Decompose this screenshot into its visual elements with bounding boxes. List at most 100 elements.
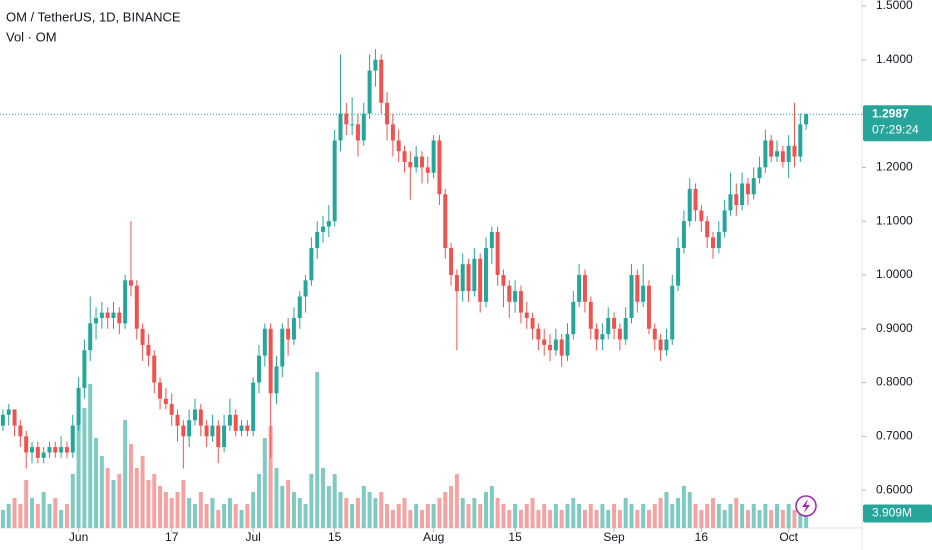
- volume-bar: [0, 510, 5, 528]
- volume-bar: [693, 504, 698, 528]
- volume-bar: [390, 510, 395, 528]
- x-tick-label: Sep: [603, 530, 625, 544]
- volume-bar: [664, 492, 669, 528]
- volume-bar: [524, 504, 529, 528]
- volume-bar: [722, 510, 727, 528]
- candle-body: [321, 226, 326, 232]
- candle-body: [757, 167, 762, 179]
- volume-bar: [460, 498, 465, 528]
- volume-bar: [548, 510, 553, 528]
- volume-bar: [419, 510, 424, 528]
- x-tick-label: 16: [695, 530, 709, 544]
- volume-bar: [169, 498, 174, 528]
- candle-body: [187, 420, 192, 437]
- candle-body: [123, 280, 128, 324]
- candle-body: [798, 124, 803, 157]
- volume-bar: [105, 468, 110, 528]
- candle-body: [419, 156, 424, 168]
- candle-body: [734, 194, 739, 206]
- volume-bar: [687, 492, 692, 528]
- volume-bar: [507, 510, 512, 528]
- candle-body: [251, 382, 256, 431]
- candle-body: [385, 102, 390, 125]
- volume-bar: [187, 498, 192, 528]
- volume-bar: [297, 498, 302, 528]
- volume-bar: [658, 498, 663, 528]
- volume-bar: [227, 498, 232, 528]
- volume-bar: [449, 486, 454, 528]
- volume-bar: [501, 504, 506, 528]
- volume-bar: [117, 474, 122, 528]
- candle-body: [548, 344, 553, 351]
- volume-bar: [361, 486, 366, 528]
- candle-body: [47, 447, 52, 453]
- candle-body: [59, 447, 64, 453]
- volume-bar: [612, 504, 617, 528]
- y-tick-label: 0.9000: [876, 321, 913, 335]
- candle-body: [507, 285, 512, 302]
- volume-bar: [204, 504, 209, 528]
- volume-bar: [6, 504, 11, 528]
- candle-body: [594, 328, 599, 340]
- candle-body: [18, 425, 23, 437]
- candle-body: [763, 140, 768, 168]
- volume-bar: [565, 504, 570, 528]
- candle-body: [716, 231, 721, 249]
- candle-body: [600, 334, 605, 340]
- candle-body: [652, 328, 657, 340]
- candle-body: [355, 124, 360, 141]
- candle-body: [76, 387, 81, 426]
- candle-body: [431, 140, 436, 173]
- candle-body: [728, 194, 733, 211]
- volume-bar: [484, 492, 489, 528]
- candle-body: [524, 312, 529, 318]
- x-tick-label: 17: [165, 530, 179, 544]
- candle-body: [606, 317, 611, 335]
- volume-bar: [82, 408, 87, 528]
- volume-bar: [443, 492, 448, 528]
- candle-body: [612, 317, 617, 329]
- candle-body: [664, 339, 669, 351]
- volume-bar: [181, 480, 186, 528]
- volume-bar: [716, 504, 721, 528]
- volume-bar: [478, 504, 483, 528]
- candle-body: [227, 414, 232, 426]
- candle-body: [425, 167, 430, 173]
- candle-body: [408, 161, 413, 168]
- volume-bar: [769, 510, 774, 528]
- candle-body: [82, 350, 87, 388]
- candle-body: [198, 409, 203, 426]
- volume-bar: [280, 486, 285, 528]
- candle-body: [751, 178, 756, 195]
- volume-bar: [414, 504, 419, 528]
- y-tick-label: 1.4000: [876, 52, 913, 66]
- candle-body: [484, 248, 489, 302]
- candle-body: [181, 425, 186, 437]
- volume-bar: [70, 474, 75, 528]
- candle-body: [291, 317, 296, 340]
- volume-bar: [425, 504, 430, 528]
- candle-body: [588, 301, 593, 329]
- y-tick-label: 0.8000: [876, 375, 913, 389]
- countdown-label: 07:29:24: [872, 122, 919, 136]
- x-tick-label: Aug: [423, 530, 444, 544]
- candle-body: [489, 231, 494, 249]
- volume-bar: [606, 510, 611, 528]
- candle-body: [705, 221, 710, 238]
- candle-body: [559, 339, 564, 356]
- candle-body: [623, 317, 628, 340]
- last-volume-label: 3.909M: [872, 506, 912, 520]
- candle-body: [216, 425, 221, 448]
- candle-body: [635, 274, 640, 302]
- candle-body: [402, 151, 407, 162]
- candle-body: [466, 264, 471, 292]
- volume-bar: [53, 498, 58, 528]
- candle-body: [169, 404, 174, 415]
- candle-body: [553, 339, 558, 351]
- candle-body: [792, 145, 797, 157]
- candle-body: [745, 183, 750, 195]
- candle-body: [676, 248, 681, 286]
- volume-bar: [367, 492, 372, 528]
- candle-body: [582, 274, 587, 302]
